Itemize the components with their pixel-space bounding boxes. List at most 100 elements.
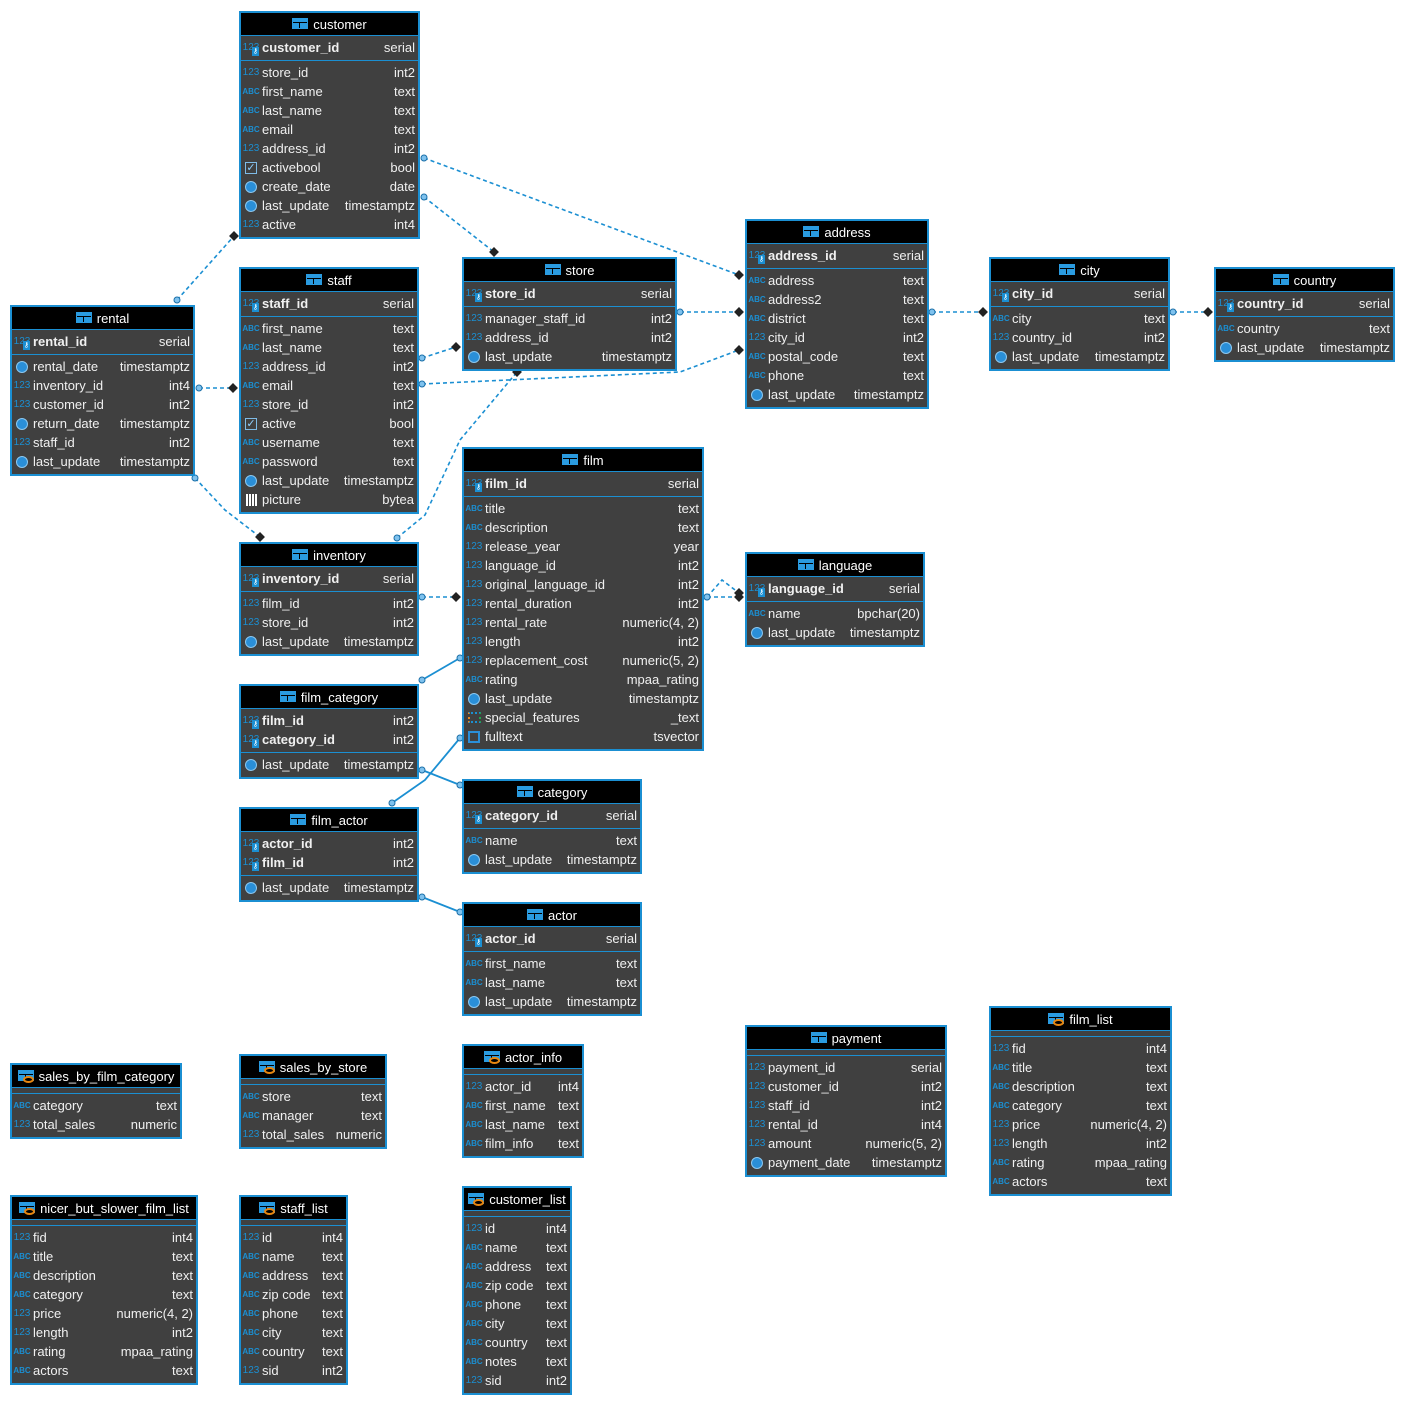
column-row[interactable]: ABC phone text: [747, 366, 927, 385]
column-row[interactable]: 123 country_id int2: [991, 328, 1168, 347]
column-row[interactable]: 123 rental_rate numeric(4, 2): [464, 613, 702, 632]
column-row[interactable]: ABC title text: [12, 1247, 196, 1266]
column-row[interactable]: last_update timestamptz: [747, 623, 923, 642]
entity-film-category[interactable]: film_category 123 ⚷ film_id int2 123 ⚷ category…: [239, 684, 419, 779]
primary-key-row[interactable]: 123 ⚷ customer_id serial: [241, 38, 418, 57]
column-row[interactable]: ABC rating mpaa_rating: [464, 670, 702, 689]
entity-nicer-but-slower-film-list[interactable]: nicer_but_slower_film_list 123 fid int4 ABC t…: [10, 1195, 198, 1385]
column-row[interactable]: ABC name text: [464, 831, 640, 850]
column-row[interactable]: ABC first_name text: [464, 1096, 582, 1115]
column-row[interactable]: 123 staff_id int2: [747, 1096, 945, 1115]
column-row[interactable]: ABC category text: [12, 1285, 196, 1304]
entity-header[interactable]: rental: [12, 307, 193, 330]
column-row[interactable]: 123 sid int2: [241, 1361, 346, 1380]
column-row[interactable]: active bool: [241, 414, 417, 433]
entity-header[interactable]: payment: [747, 1027, 945, 1050]
column-row[interactable]: 123 fid int4: [991, 1039, 1170, 1058]
entity-header[interactable]: actor_info: [464, 1046, 582, 1069]
column-row[interactable]: ABC zip code text: [241, 1285, 346, 1304]
link-customer-address[interactable]: [423, 157, 740, 276]
link-film-original-language[interactable]: [706, 578, 740, 598]
column-row[interactable]: ABC address text: [241, 1266, 346, 1285]
column-row[interactable]: 123 id int4: [464, 1219, 570, 1238]
primary-key-row[interactable]: 123 ⚷ country_id serial: [1216, 294, 1393, 313]
column-row[interactable]: ABC store text: [241, 1087, 385, 1106]
column-row[interactable]: 123 id int4: [241, 1228, 346, 1247]
column-row[interactable]: ABC rating mpaa_rating: [991, 1153, 1170, 1172]
link-customer-store[interactable]: [423, 196, 495, 253]
link-staff-address[interactable]: [421, 349, 740, 385]
column-row[interactable]: last_update timestamptz: [991, 347, 1168, 366]
column-row[interactable]: ABC postal_code text: [747, 347, 927, 366]
column-row[interactable]: 123 length int2: [464, 632, 702, 651]
column-row[interactable]: ABC first_name text: [241, 82, 418, 101]
link-rental-inventory[interactable]: [194, 477, 261, 538]
column-row[interactable]: last_update timestamptz: [464, 850, 640, 869]
column-row[interactable]: 123 fid int4: [12, 1228, 196, 1247]
column-row[interactable]: ABC phone text: [464, 1295, 570, 1314]
entity-header[interactable]: sales_by_store: [241, 1056, 385, 1079]
column-row[interactable]: ABC film_info text: [464, 1134, 582, 1153]
column-row[interactable]: return_date timestamptz: [12, 414, 193, 433]
entity-language[interactable]: language 123 ⚷ language_id serial ABC name bpch…: [745, 552, 925, 647]
column-row[interactable]: last_update timestamptz: [747, 385, 927, 404]
column-row[interactable]: ABC name text: [241, 1247, 346, 1266]
link-film-category-category[interactable]: [421, 769, 461, 786]
primary-key-row[interactable]: 123 ⚷ actor_id int2: [241, 834, 417, 853]
primary-key-row[interactable]: 123 ⚷ inventory_id serial: [241, 569, 417, 588]
column-row[interactable]: ABC name text: [464, 1238, 570, 1257]
column-row[interactable]: ABC username text: [241, 433, 417, 452]
column-row[interactable]: ABC last_name text: [241, 338, 417, 357]
column-row[interactable]: ABC password text: [241, 452, 417, 471]
column-row[interactable]: last_update timestamptz: [464, 689, 702, 708]
entity-sales-by-store[interactable]: sales_by_store ABC store text ABC manager text…: [239, 1054, 387, 1149]
entity-header[interactable]: address: [747, 221, 927, 244]
column-row[interactable]: 123 customer_id int2: [747, 1077, 945, 1096]
entity-film[interactable]: film 123 ⚷ film_id serial ABC title text ABC desc…: [462, 447, 704, 751]
link-inventory-store[interactable]: [396, 371, 518, 539]
column-row[interactable]: 123 customer_id int2: [12, 395, 193, 414]
entity-header[interactable]: actor: [464, 904, 640, 927]
column-row[interactable]: ABC notes text: [464, 1352, 570, 1371]
entity-header[interactable]: country: [1216, 269, 1393, 292]
column-row[interactable]: 123 total_sales numeric: [12, 1115, 180, 1134]
column-row[interactable]: ABC address2 text: [747, 290, 927, 309]
primary-key-row[interactable]: 123 ⚷ film_id serial: [464, 474, 702, 493]
primary-key-row[interactable]: 123 ⚷ staff_id serial: [241, 294, 417, 313]
link-film-actor-film[interactable]: [391, 737, 461, 804]
column-row[interactable]: last_update timestamptz: [12, 452, 193, 471]
column-row[interactable]: 123 store_id int2: [241, 613, 417, 632]
column-row[interactable]: 123 length int2: [991, 1134, 1170, 1153]
column-row[interactable]: 123 rental_duration int2: [464, 594, 702, 613]
entity-header[interactable]: staff_list: [241, 1197, 346, 1220]
entity-header[interactable]: nicer_but_slower_film_list: [12, 1197, 196, 1220]
column-row[interactable]: 123 amount numeric(5, 2): [747, 1134, 945, 1153]
entity-category[interactable]: category 123 ⚷ category_id serial ABC name text…: [462, 779, 642, 874]
column-row[interactable]: ABC first_name text: [241, 319, 417, 338]
column-row[interactable]: ABC email text: [241, 376, 417, 395]
link-staff-store[interactable]: [421, 346, 457, 359]
column-row[interactable]: last_update timestamptz: [241, 632, 417, 651]
entity-header[interactable]: inventory: [241, 544, 417, 567]
link-film-category-film[interactable]: [421, 657, 461, 681]
column-row[interactable]: ABC address text: [747, 271, 927, 290]
column-row[interactable]: last_update timestamptz: [1216, 338, 1393, 357]
column-row[interactable]: 123 sid int2: [464, 1371, 570, 1390]
column-row[interactable]: ABC manager text: [241, 1106, 385, 1125]
column-row[interactable]: ABC title text: [464, 499, 702, 518]
column-row[interactable]: ABC description text: [991, 1077, 1170, 1096]
column-row[interactable]: 123 address_id int2: [241, 139, 418, 158]
entity-actor-info[interactable]: actor_info 123 actor_id int4 ABC first_name te…: [462, 1044, 584, 1158]
column-row[interactable]: last_update timestamptz: [464, 347, 675, 366]
entity-header[interactable]: store: [464, 259, 675, 282]
primary-key-row[interactable]: 123 ⚷ actor_id serial: [464, 929, 640, 948]
entity-sales-by-film-category[interactable]: sales_by_film_category ABC category text 123…: [10, 1063, 182, 1139]
column-row[interactable]: payment_date timestamptz: [747, 1153, 945, 1172]
entity-staff-list[interactable]: staff_list 123 id int4 ABC name text ABC address…: [239, 1195, 348, 1385]
column-row[interactable]: ABC actors text: [991, 1172, 1170, 1191]
column-row[interactable]: 123 price numeric(4, 2): [991, 1115, 1170, 1134]
entity-staff[interactable]: staff 123 ⚷ staff_id serial ABC first_name text…: [239, 267, 419, 514]
primary-key-row[interactable]: 123 ⚷ film_id int2: [241, 853, 417, 872]
primary-key-row[interactable]: 123 ⚷ city_id serial: [991, 284, 1168, 303]
column-row[interactable]: 123 actor_id int4: [464, 1077, 582, 1096]
